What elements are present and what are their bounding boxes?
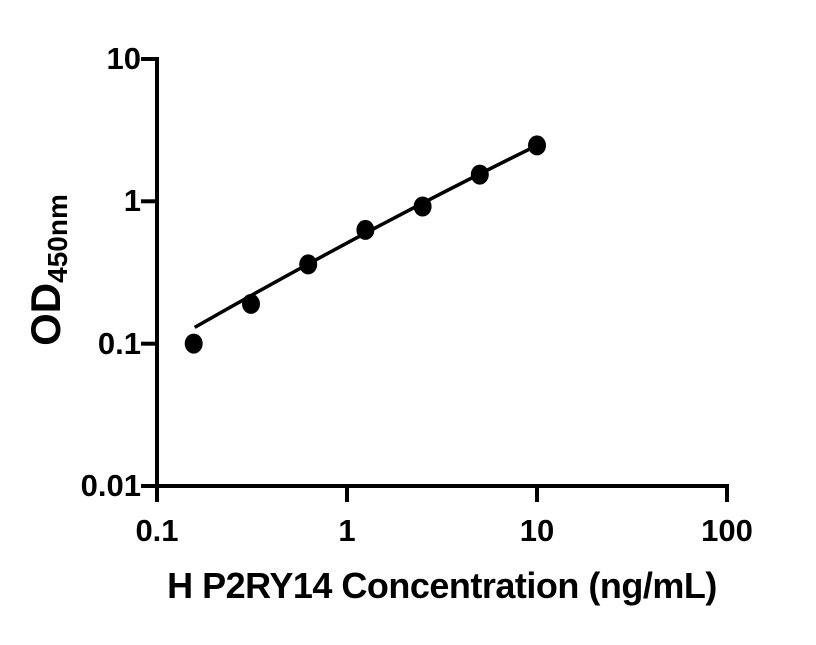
y-tick-label-10: 10 (107, 41, 141, 76)
x-tick-labels: 0.1 1 10 100 (135, 513, 752, 548)
y-axis-title-subscript: 450nm (42, 194, 73, 283)
data-points-series (184, 135, 546, 354)
y-tick-label-0-01: 0.01 (81, 468, 141, 503)
x-tick-label-0-1: 0.1 (135, 513, 178, 548)
data-point-marker (528, 135, 546, 156)
x-axis-title: H P2RY14 Concentration (ng/mL) (167, 565, 717, 606)
x-tick-label-100: 100 (701, 513, 753, 548)
y-tick-labels: 10 1 0.1 0.01 (81, 41, 141, 503)
axes (141, 57, 729, 502)
y-tick-label-0-1: 0.1 (98, 326, 141, 361)
data-point-marker (299, 254, 318, 275)
x-tick-label-10: 10 (520, 513, 554, 548)
y-axis-title-main: OD (22, 283, 69, 346)
data-point-marker (356, 219, 375, 240)
y-tick-label-1: 1 (124, 183, 141, 218)
data-point-marker (470, 164, 489, 185)
y-axis-title: OD450nm (22, 194, 73, 346)
data-point-marker (413, 196, 432, 217)
x-tick-label-1: 1 (338, 513, 355, 548)
data-point-marker (184, 333, 203, 354)
data-point-marker (242, 293, 260, 314)
